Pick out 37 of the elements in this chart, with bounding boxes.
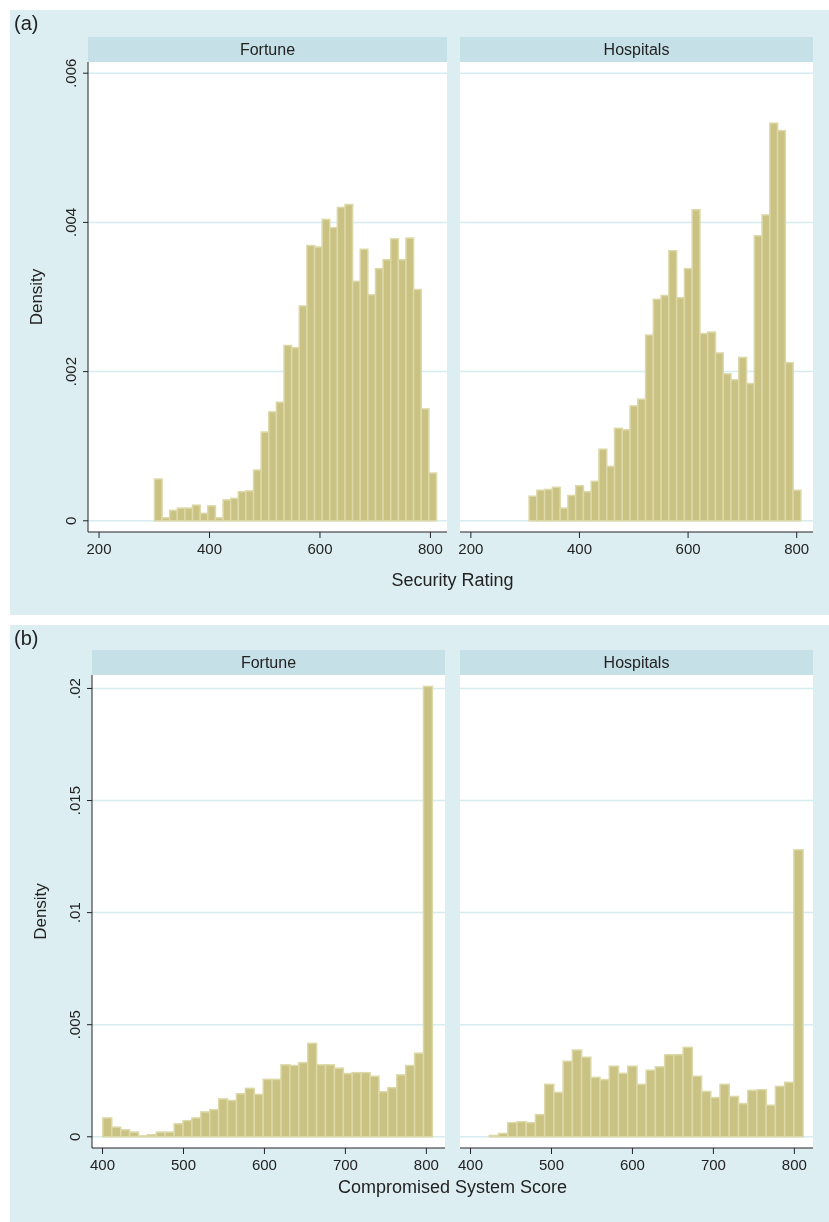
- x-tick-label: 700: [700, 1156, 726, 1173]
- x-axis-title: Security Rating: [390, 570, 515, 591]
- chart-title: Fortune: [88, 37, 447, 62]
- y-tick-label: .005: [66, 1010, 83, 1040]
- chart-title: Hospitals: [460, 37, 813, 62]
- y-tick-label: .002: [62, 357, 79, 387]
- x-tick-label: 600: [619, 1156, 645, 1173]
- y-tick-label: .02: [66, 678, 83, 699]
- y-tick-label: .015: [66, 785, 83, 816]
- x-tick-label: 500: [538, 1156, 564, 1173]
- x-tick-label: 400: [458, 1156, 484, 1173]
- x-tick-label: 800: [417, 540, 443, 557]
- x-tick-label: 600: [251, 1156, 277, 1173]
- x-tick-label: 400: [196, 540, 223, 557]
- x-axis-title: Compromised System Score: [336, 1177, 569, 1198]
- x-tick-label: 800: [413, 1156, 439, 1173]
- x-tick-label: 400: [90, 1156, 116, 1173]
- y-tick-label: .004: [62, 207, 79, 237]
- x-tick-label: 600: [307, 540, 333, 557]
- y-tick-label: 0: [62, 516, 79, 525]
- x-tick-label: 500: [170, 1156, 196, 1173]
- text: (b): [14, 627, 39, 650]
- y-tick-label: .01: [66, 902, 83, 924]
- x-tick-label: 800: [784, 540, 810, 557]
- y-tick-label: 0: [66, 1132, 83, 1141]
- chart-title: Fortune: [92, 650, 445, 675]
- text: (a): [14, 12, 39, 35]
- y-tick-label: .006: [62, 58, 79, 88]
- y-axis-title: Density: [27, 268, 47, 326]
- y-axis-title: Density: [31, 882, 51, 940]
- x-tick-label: 800: [781, 1156, 807, 1173]
- x-tick-label: 200: [458, 540, 484, 557]
- chart-title: Hospitals: [460, 650, 813, 675]
- x-tick-label: 700: [332, 1156, 358, 1173]
- x-tick-label: 600: [675, 540, 701, 557]
- x-tick-label: 200: [86, 540, 112, 557]
- x-tick-label: 400: [566, 540, 592, 557]
